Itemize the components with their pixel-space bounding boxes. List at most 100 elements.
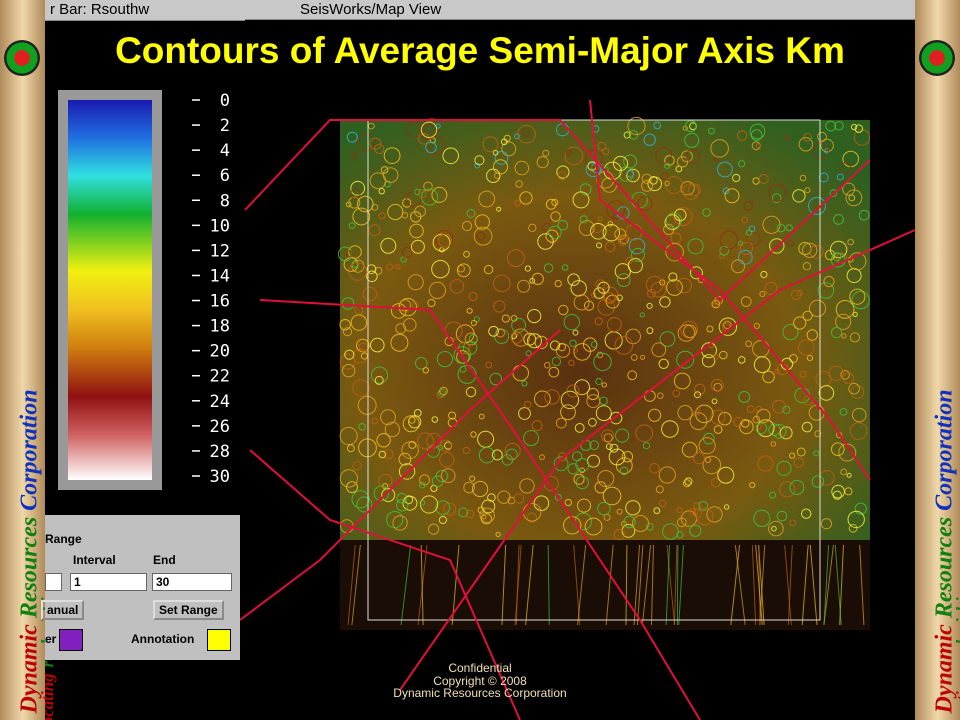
contour-ring (812, 142, 830, 160)
contour-ring (415, 357, 428, 370)
contour-ring (706, 325, 714, 333)
contour-ring (612, 155, 629, 172)
contour-ring (684, 477, 693, 486)
contour-ring (470, 320, 477, 326)
contour-ring (534, 390, 551, 408)
contour-ring (390, 333, 409, 352)
contour-ring (381, 488, 396, 502)
contour-ring (643, 133, 656, 146)
contour-ring (573, 473, 585, 485)
contour-ring (489, 372, 503, 386)
annotation-swatch[interactable] (207, 629, 231, 651)
color-swatch[interactable] (59, 629, 83, 651)
contour-ring (459, 365, 467, 373)
contour-ring (423, 181, 433, 192)
contour-ring (684, 132, 700, 148)
contour-ring (408, 416, 416, 424)
contour-ring (832, 490, 842, 500)
contour-ring (785, 224, 793, 232)
contour-ring (806, 355, 814, 362)
colorbar-tick-label: 20 (210, 342, 230, 362)
contour-ring (374, 266, 383, 275)
footer-line: Copyright © 2008 (433, 674, 527, 688)
contour-ring (470, 431, 477, 438)
colorbar-tick-label: 2 (220, 116, 230, 136)
contour-ring (615, 457, 633, 475)
contour-ring (417, 432, 435, 450)
end-field[interactable]: 30 (152, 573, 232, 591)
contour-ring (462, 446, 471, 454)
contour-ring (698, 500, 709, 511)
contour-ring (550, 211, 561, 222)
contour-ring (395, 264, 401, 270)
contour-ring (802, 242, 818, 259)
contour-ring (696, 507, 714, 526)
contour-ring (428, 523, 440, 535)
map-window-title[interactable]: SeisWorks/Map View (245, 0, 915, 20)
contour-ring (831, 442, 845, 457)
contour-ring (824, 249, 836, 261)
contour-ring (659, 499, 667, 508)
contour-ring (543, 263, 554, 273)
contour-streak (823, 544, 830, 626)
contour-ring (674, 208, 687, 222)
contour-ring (526, 512, 538, 523)
contour-ring (432, 233, 451, 252)
contour-ring (732, 173, 741, 183)
mode-menu[interactable]: anual (41, 600, 85, 620)
colorbar-tick-label: 22 (210, 367, 230, 387)
contour-ring (854, 502, 867, 515)
contour-streak (420, 544, 424, 626)
contour-ring (848, 194, 856, 202)
contour-ring (811, 475, 825, 488)
contour-ring (420, 121, 438, 139)
contour-ring (771, 525, 777, 532)
legend-window-title[interactable]: r Bar: Rsouthw (45, 0, 245, 21)
contour-ring (401, 246, 413, 258)
contour-ring (351, 259, 365, 273)
contour-ring (701, 354, 716, 368)
contour-ring (825, 120, 837, 132)
contour-ring (597, 141, 607, 151)
contour-ring (840, 468, 848, 476)
contour-ring (746, 232, 761, 247)
contour-ring (572, 347, 579, 353)
contour-ring (676, 517, 687, 528)
contour-streak (758, 544, 765, 626)
contour-ring (586, 387, 600, 401)
colorbar-tick-label: 30 (210, 467, 230, 487)
interval-field[interactable]: 1 (70, 573, 147, 591)
contour-ring (435, 500, 451, 516)
contour-ring (760, 270, 768, 279)
contour-ring (554, 279, 562, 288)
contour-streak (525, 544, 534, 626)
contour-ring (521, 128, 531, 137)
contour-ring (849, 332, 861, 343)
contour-ring (721, 322, 731, 331)
colorbar-tick-label: 28 (210, 442, 230, 462)
contour-ring (621, 451, 634, 463)
contour-ring (507, 249, 525, 268)
contour-ring (717, 466, 735, 484)
contour-ring (789, 452, 796, 459)
set-range-button[interactable]: Set Range (153, 600, 224, 620)
contour-ring (443, 502, 457, 516)
contour-ring (710, 378, 724, 392)
contour-ring (342, 327, 353, 337)
contour-ring (594, 481, 607, 494)
contour-ring (685, 120, 697, 133)
contour-ring (658, 358, 669, 369)
contour-ring (421, 188, 439, 206)
contour-ring (468, 334, 478, 344)
contour-streak (678, 544, 684, 626)
contour-ring (637, 196, 653, 211)
start-field[interactable] (45, 573, 62, 591)
contour-ring (495, 328, 505, 338)
contour-ring (614, 336, 634, 355)
contour-ring (351, 490, 370, 509)
contour-ring (348, 262, 368, 281)
contour-ring (614, 228, 627, 241)
contour-ring (521, 380, 528, 387)
contour-streak (809, 544, 818, 626)
contour-ring (853, 129, 871, 146)
